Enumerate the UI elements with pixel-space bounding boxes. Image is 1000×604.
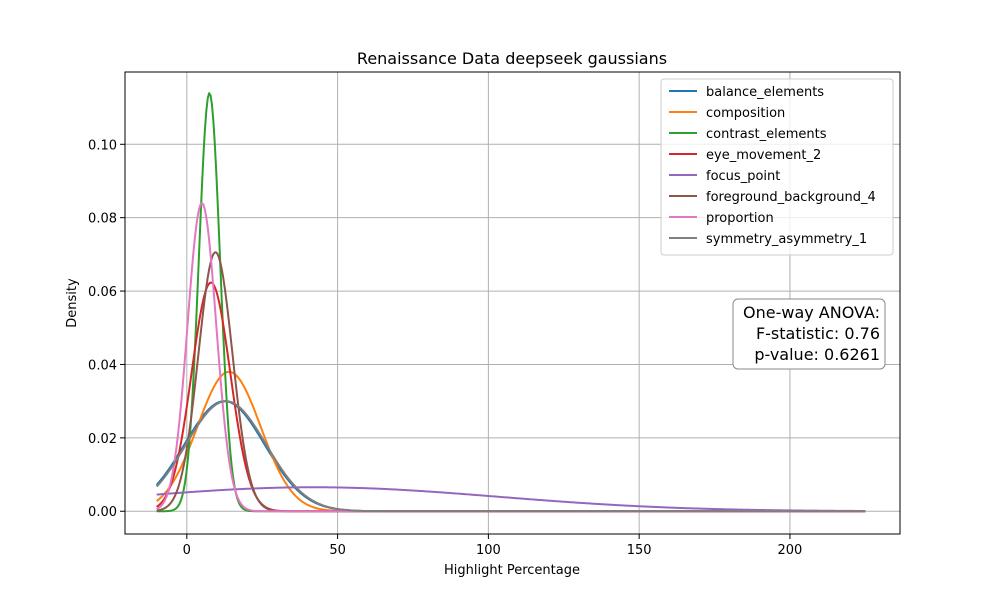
- anova-box-frame: [732, 298, 886, 370]
- legend-label: focus_point: [706, 169, 780, 184]
- x-tick-label: 0: [183, 543, 191, 558]
- legend-label: balance_elements: [706, 85, 824, 100]
- anova-title: One-way ANOVA:: [743, 303, 880, 322]
- legend-label: foreground_background_4: [706, 190, 876, 205]
- legend-label: eye_movement_2: [706, 148, 821, 163]
- anova-p-value: p-value: 0.6261: [754, 345, 880, 364]
- anova-annotation: One-way ANOVA: F-statistic: 0.76 p-value…: [732, 298, 886, 370]
- y-tick-label: 0.08: [88, 212, 117, 227]
- y-tick-label: 0.04: [88, 358, 117, 373]
- y-tick-label: 0.02: [88, 432, 117, 447]
- x-tick-label: 50: [329, 543, 346, 558]
- axis-ticks: 0 50 100 150 200 0.00 0.02 0.04 0.06 0.08 0.10: [88, 138, 802, 558]
- y-axis-label: Density: [65, 278, 80, 328]
- series-line-symmetry_asymmetry_1: [155, 400, 866, 513]
- chart-title: Renaissance Data deepseek gaussians: [357, 49, 667, 68]
- legend-frame: [660, 78, 894, 256]
- series-lines: [155, 92, 866, 513]
- legend-label: symmetry_asymmetry_1: [706, 232, 867, 247]
- x-axis-label: Highlight Percentage: [444, 563, 580, 578]
- series-line-balance_elements: [155, 400, 866, 513]
- legend-label: contrast_elements: [706, 127, 827, 142]
- y-tick-label: 0.10: [88, 138, 117, 153]
- series-line-focus_point: [156, 486, 866, 512]
- anova-f-statistic: F-statistic: 0.76: [756, 324, 880, 343]
- x-tick-label: 200: [778, 543, 803, 558]
- legend-label: proportion: [706, 211, 774, 226]
- x-tick-label: 100: [476, 543, 501, 558]
- y-tick-label: 0.06: [88, 285, 117, 300]
- legend-label: composition: [706, 106, 785, 121]
- legend: balance_elements composition contrast_elem…: [660, 78, 894, 256]
- y-tick-label: 0.00: [88, 505, 117, 520]
- plot-frame: [124, 71, 901, 535]
- x-tick-label: 150: [627, 543, 652, 558]
